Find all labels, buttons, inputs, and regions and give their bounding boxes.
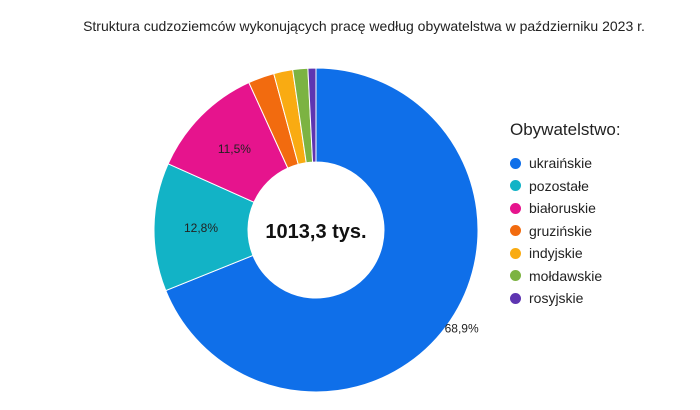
slice-0: [165, 67, 479, 393]
legend-item-5: mołdawskie: [510, 265, 621, 288]
legend-label-6: rosyjskie: [529, 290, 584, 307]
legend-swatch-4: [510, 247, 521, 259]
slice-6: [307, 67, 317, 163]
legend-item-1: pozostałe: [510, 175, 621, 198]
legend-item-6: rosyjskie: [510, 287, 621, 310]
legend-item-4: indyjskie: [510, 242, 621, 265]
slice-label-2: 11,5%: [218, 142, 251, 156]
legend-swatch-1: [510, 180, 521, 192]
legend-item-0: ukraińskie: [510, 152, 621, 175]
legend-swatch-2: [510, 202, 521, 214]
legend-swatch-5: [510, 270, 521, 282]
legend-item-3: gruzińskie: [510, 220, 621, 243]
legend-title: Obywatelstwo:: [510, 120, 621, 139]
legend-label-5: mołdawskie: [529, 267, 603, 284]
slice-1: [153, 163, 255, 292]
legend-items: ukraińskie pozostałe białoruskie gruzińskie…: [510, 152, 621, 310]
slice-labels: 68,9% 12,8% 11,5%: [184, 142, 479, 335]
legend-label-1: pozostałe: [529, 177, 589, 194]
slice-label-0: 68,9%: [445, 321, 479, 335]
chart-title: Struktura cudzoziemców wykonujących prac…: [83, 18, 645, 34]
donut-slices: [153, 67, 479, 393]
legend-swatch-0: [510, 157, 521, 169]
legend-label-3: gruzińskie: [529, 222, 593, 239]
legend-label-0: ukraińskie: [529, 155, 593, 172]
legend: Obywatelstwo: ukraińskie pozostałe białoru…: [510, 120, 621, 310]
legend-swatch-3: [510, 225, 521, 237]
legend-item-2: białoruskie: [510, 197, 621, 220]
legend-swatch-6: [510, 292, 521, 304]
slice-label-1: 12,8%: [184, 221, 218, 235]
legend-label-4: indyjskie: [529, 245, 583, 262]
center-total-label: 1013,3 tys.: [265, 221, 366, 243]
legend-label-2: białoruskie: [529, 200, 596, 217]
